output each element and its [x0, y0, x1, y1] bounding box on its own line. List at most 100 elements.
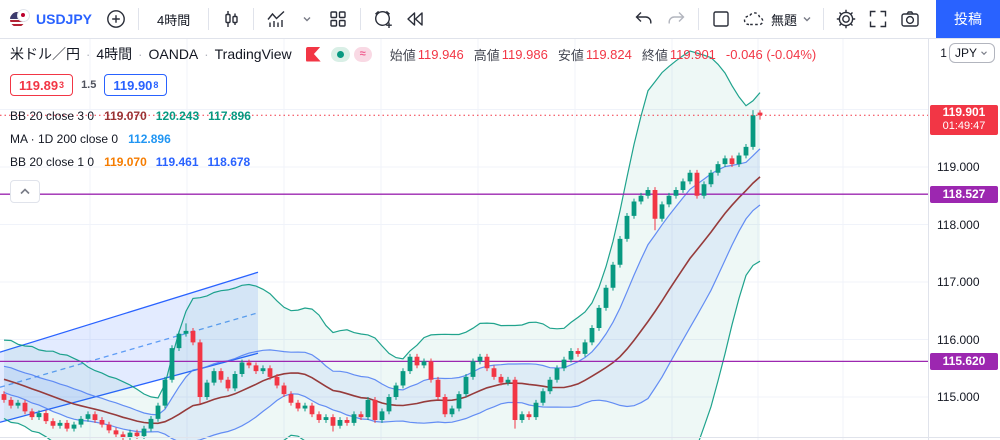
undo-button[interactable]	[628, 4, 660, 34]
high-label: 高値	[473, 47, 500, 63]
legend-row-value: 117.896	[208, 108, 251, 123]
separator	[823, 8, 824, 30]
open-value: 119.946	[417, 46, 464, 62]
red-flag-logo-icon	[305, 46, 321, 62]
chart-canvas[interactable]	[0, 38, 928, 440]
delayed-data-status-icon[interactable]: ≈	[353, 46, 372, 62]
high-value: 119.986	[501, 46, 548, 62]
close-value: 119.901	[669, 46, 716, 62]
replay-rewind-icon	[407, 12, 423, 26]
symbol-interval[interactable]: 4時間	[96, 46, 133, 62]
square-layout-icon	[713, 11, 729, 27]
plus-circle-icon	[107, 10, 125, 28]
indicator-templates-dropdown[interactable]	[292, 4, 322, 34]
alert-button[interactable]	[367, 4, 399, 34]
sell-bid-button[interactable]: 119.89 3	[10, 74, 74, 96]
legend-row-value: 119.070	[104, 108, 147, 123]
axis-tick-119.000: 119.000	[937, 160, 980, 174]
top-toolbar: USDJPY 4時間	[0, 0, 1000, 39]
axis-tick-117.000: 117.000	[937, 275, 980, 289]
chevron-down-icon	[803, 17, 811, 22]
level-price-tag: 115.620	[930, 352, 998, 370]
bar-countdown: 01:49:47	[942, 120, 986, 133]
legend-row-value: 119.070	[104, 154, 147, 169]
separator	[138, 8, 140, 30]
publish-button[interactable]: 投稿	[936, 0, 1000, 38]
price-axis[interactable]: 1 JPY 120.000119.000118.000117.000116.00…	[928, 38, 1000, 440]
low-value: 119.824	[585, 46, 632, 62]
legend-row-2[interactable]: BB 20 close 1 0 119.070 119.461 118.678	[10, 150, 816, 173]
dot-separator: ·	[86, 46, 91, 62]
redo-button[interactable]	[660, 4, 692, 34]
compare-add-symbol-button[interactable]	[100, 4, 132, 34]
separator	[208, 8, 210, 30]
currency-dropdown[interactable]: JPY	[948, 43, 995, 63]
price-axis-header: 1 JPY	[929, 43, 1000, 63]
redo-icon	[668, 12, 685, 24]
legend-row-value: 118.678	[207, 154, 251, 169]
legend-row-label: MA · 1D 200 close 0	[10, 131, 119, 146]
chart-style-button[interactable]	[215, 4, 247, 34]
single-layout-button[interactable]	[705, 4, 737, 34]
open-label: 始値	[389, 47, 416, 63]
separator	[253, 8, 255, 30]
fullscreen-icon	[869, 10, 887, 28]
interval-button[interactable]: 4時間	[145, 4, 202, 34]
legend-row-label: BB 20 close 3 0	[10, 108, 95, 123]
scale-prefix: 1	[940, 46, 947, 60]
market-open-status-icon[interactable]	[330, 46, 350, 62]
symbol-title[interactable]: 米ドル／円	[10, 46, 80, 62]
symbol-title-row[interactable]: 米ドル／円 · 4時間 · OANDA · TradingView ≈ 始値 11…	[10, 43, 816, 65]
chart-legend-overlay: 米ドル／円 · 4時間 · OANDA · TradingView ≈ 始値 11…	[10, 43, 816, 203]
spread-value: 1.5	[81, 79, 97, 91]
chevron-down-icon	[303, 17, 311, 22]
legend-row-label: BB 20 close 1 0	[10, 154, 95, 169]
legend-row-value: 112.896	[128, 131, 171, 146]
symbol-exchange[interactable]: OANDA	[148, 46, 199, 62]
buy-ask-button[interactable]: 119.90 8	[104, 74, 168, 96]
fullscreen-button[interactable]	[862, 4, 894, 34]
dot-separator: ·	[138, 46, 143, 62]
layout-name: 無題	[770, 12, 797, 28]
alarm-plus-icon	[375, 10, 393, 28]
settings-button[interactable]	[830, 4, 862, 34]
dot-separator: ·	[204, 46, 209, 62]
chart-pane: 米ドル／円 · 4時間 · OANDA · TradingView ≈ 始値 11…	[0, 38, 928, 440]
legend-row-1[interactable]: MA · 1D 200 close 0 112.896	[10, 127, 816, 150]
separator	[697, 8, 699, 30]
legend-row-value: 119.461	[155, 154, 199, 169]
chevron-up-icon	[20, 188, 30, 195]
snapshot-button[interactable]	[894, 4, 926, 34]
time-axis-border	[0, 437, 1000, 438]
axis-tick-118.000: 118.000	[937, 217, 980, 232]
candlestick-icon	[225, 11, 238, 27]
symbol-platform[interactable]: TradingView	[214, 46, 292, 62]
legend-row-value: 120.243	[155, 108, 200, 123]
bar-replay-button[interactable]	[399, 4, 431, 34]
indicators-button[interactable]	[260, 4, 292, 34]
grid-icon	[330, 11, 346, 27]
bid-ask-row: 119.89 3 1.5 119.90 8	[10, 74, 816, 96]
low-label: 安値	[557, 47, 584, 63]
axis-tick-115.000: 115.000	[937, 390, 980, 404]
camera-icon	[901, 11, 919, 27]
cloud-icon	[743, 12, 764, 26]
separator	[360, 8, 362, 30]
undo-icon	[635, 12, 652, 24]
axis-tick-116.000: 116.000	[937, 332, 980, 347]
close-label: 終値	[641, 47, 668, 63]
level-price-tag: 118.527	[930, 185, 998, 203]
usdjpy-flag-icon	[10, 9, 30, 29]
chevron-down-icon	[981, 51, 987, 56]
legend-row-0[interactable]: BB 20 close 3 0 119.070 120.243 117.896	[10, 104, 816, 127]
indicator-legend: BB 20 close 3 0 119.070 120.243 117.896 MA ·…	[10, 104, 816, 173]
symbol-button[interactable]: USDJPY	[36, 11, 93, 27]
indicators-icon	[267, 10, 285, 27]
layout-grid-button[interactable]	[322, 4, 354, 34]
ohlc-readout: 始値 119.946 高値 119.986 安値 119.824 終値 119.901 …	[390, 45, 817, 64]
gear-icon	[836, 9, 856, 29]
current-price-tag: 119.901 01:49:47	[930, 105, 998, 136]
legend-collapse-button[interactable]	[10, 180, 40, 203]
save-layout-button[interactable]: 無題	[737, 4, 817, 34]
